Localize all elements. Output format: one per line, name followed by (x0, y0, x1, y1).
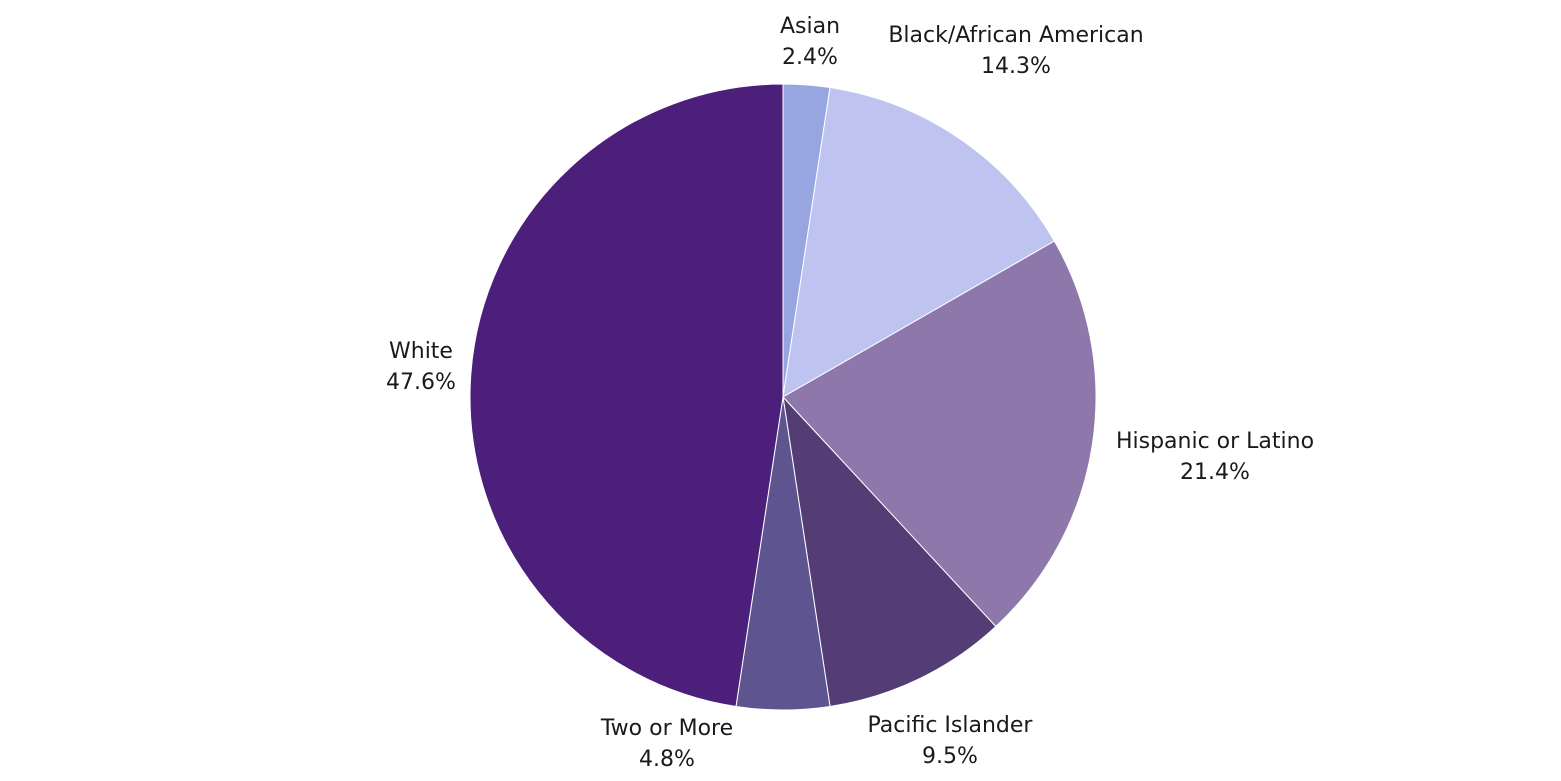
slice-value-label: 47.6% (386, 370, 456, 395)
pie-slice (782, 86, 1056, 398)
slice-value-label: 14.3% (981, 54, 1051, 79)
pie-slice (782, 240, 1097, 628)
slice-value-label: 2.4% (782, 45, 838, 70)
slice-label: Two or More (600, 716, 733, 741)
slice-value-label: 21.4% (1180, 460, 1250, 485)
slice-label: Pacific Islander (868, 713, 1034, 738)
slice-value-label: 9.5% (922, 744, 978, 769)
pie-slice (469, 83, 784, 708)
pie-slice (782, 395, 997, 708)
slice-label: Black/African American (888, 23, 1143, 48)
slice-value-label: 4.8% (639, 747, 695, 772)
slice-label: White (389, 339, 453, 364)
slice-label: Asian (780, 14, 840, 39)
slice-label: Hispanic or Latino (1116, 429, 1314, 454)
